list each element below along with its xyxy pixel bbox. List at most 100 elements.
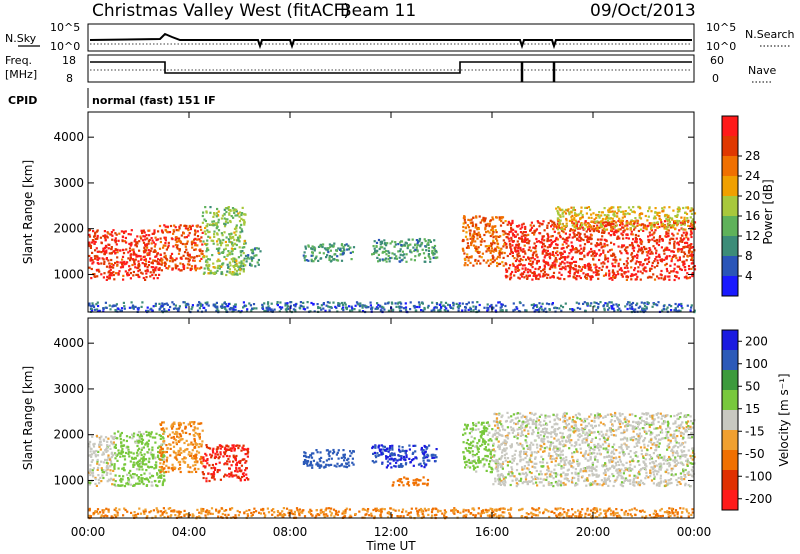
power-cell [461, 239, 464, 243]
power-cell [650, 222, 653, 225]
power-cell [565, 219, 568, 222]
power-cell [523, 270, 526, 274]
power-cell [383, 239, 386, 242]
power-cell [239, 268, 242, 271]
power-cell [482, 259, 485, 262]
velocity-cell [101, 453, 104, 456]
power-cell [595, 252, 598, 255]
velocity-cell [111, 436, 114, 439]
power-cell [554, 224, 557, 228]
velocity-cell [224, 451, 227, 454]
velocity-cell [399, 480, 402, 483]
power-cell [406, 245, 409, 248]
velocity-cell [385, 457, 388, 460]
power-cell [646, 262, 649, 265]
velocity-cell [179, 439, 182, 442]
power-cell [95, 247, 98, 250]
velocity-cell [226, 448, 229, 451]
velocity-cell [309, 462, 313, 465]
velocity-cell [316, 451, 319, 454]
power-cell [399, 248, 402, 251]
velocity-cell [343, 453, 346, 456]
power-cell [619, 250, 622, 253]
power-cell [568, 275, 571, 278]
power-cell [234, 264, 238, 267]
power-cell [589, 276, 593, 279]
velocity-cell [200, 445, 203, 448]
power-cell [353, 308, 356, 311]
power-cell [273, 308, 276, 311]
velocity-cell [136, 460, 139, 463]
power-cell [397, 250, 400, 253]
power-cell [212, 224, 215, 227]
velocity-cell [95, 434, 98, 437]
power-cell [615, 231, 618, 234]
power-cell [242, 262, 245, 265]
freq-trace [90, 61, 692, 74]
power-cell [439, 308, 442, 311]
power-cell [530, 226, 534, 229]
power-cell [112, 304, 115, 307]
power-cell [495, 257, 498, 260]
velocity-cell [338, 465, 341, 468]
power-cell [649, 252, 652, 255]
power-cell [436, 256, 439, 259]
velocity-cell [106, 449, 109, 452]
power-cell [358, 309, 361, 312]
power-cell [619, 309, 622, 312]
power-cell [163, 310, 166, 313]
power-cell [536, 274, 539, 277]
power-cell [191, 224, 194, 227]
power-cell [672, 224, 676, 227]
power-cell [552, 276, 555, 279]
power-cell [340, 301, 344, 305]
power-cell [209, 211, 212, 214]
power-cell [654, 258, 657, 261]
power-cell [198, 259, 202, 263]
power-cell [566, 209, 569, 212]
power-cell [166, 259, 169, 262]
velocity-cell [318, 457, 321, 461]
power-cell [427, 254, 430, 257]
power-cell [242, 301, 245, 304]
velocity-cell [385, 466, 388, 469]
power-cell [116, 261, 119, 264]
power-cell [220, 217, 223, 220]
power-cell [568, 233, 571, 236]
power-cell [613, 230, 616, 234]
velocity-cell [114, 453, 117, 456]
power-cell [612, 225, 615, 228]
power-cell [241, 246, 244, 249]
power-cell [220, 251, 223, 254]
power-cell [555, 251, 558, 254]
power-cell [129, 277, 132, 280]
power-cell [603, 214, 606, 217]
power-cell [561, 229, 564, 232]
power-cell [512, 309, 515, 312]
velocity-cell [128, 471, 131, 474]
power-cell [674, 254, 677, 257]
velocity-cell [138, 463, 141, 466]
velocity-cell [380, 453, 383, 456]
velocity-cell [228, 448, 231, 451]
power-cell [547, 222, 550, 225]
velocity-cell [183, 441, 186, 445]
power-cell [517, 269, 520, 272]
power-cell [533, 242, 536, 245]
power-cell [621, 223, 624, 226]
power-cell [575, 275, 579, 278]
power-cell [379, 240, 382, 243]
power-cell [238, 234, 241, 237]
power-cell [653, 260, 656, 263]
power-cell [658, 255, 661, 258]
velocity-cell [141, 462, 144, 466]
velocity-cell [434, 454, 437, 457]
power-cell [373, 240, 376, 243]
power-cell [633, 220, 636, 223]
power-cell [561, 266, 564, 269]
power-cell [472, 264, 475, 267]
power-cell [574, 213, 577, 216]
velocity-cell [92, 467, 95, 470]
power-cell [580, 247, 583, 250]
power-cell [217, 210, 220, 213]
